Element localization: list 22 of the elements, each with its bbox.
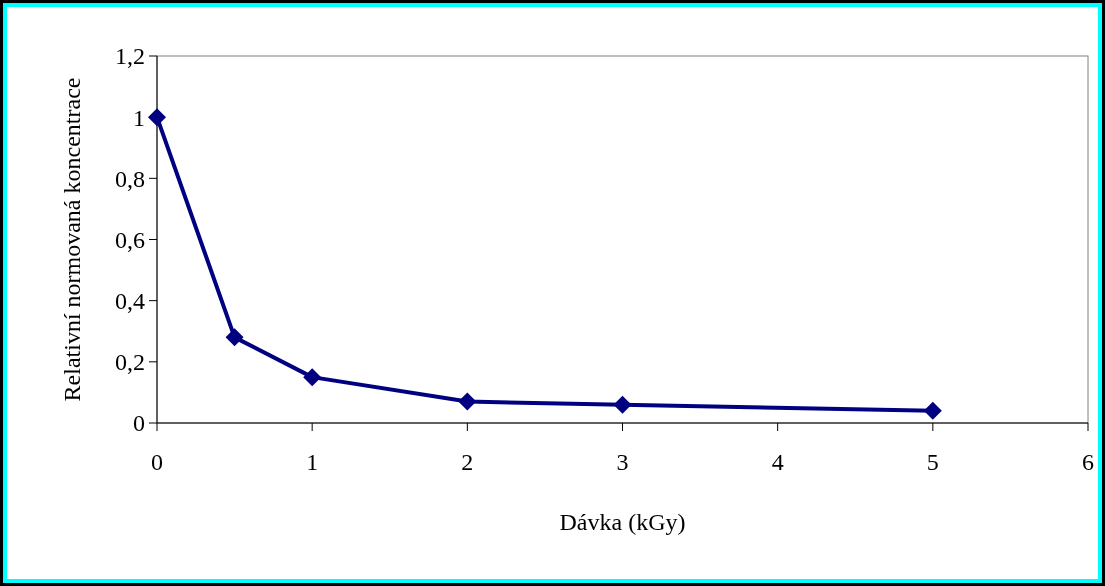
x-tick-label: 5	[926, 449, 939, 475]
point	[148, 108, 166, 127]
x-tick-label: 6	[1082, 449, 1094, 475]
x-tick-label: 0	[151, 449, 163, 475]
point	[225, 328, 244, 347]
y-tick-label: 0,2	[115, 349, 145, 376]
point	[458, 392, 477, 411]
x-axis-title: Dávka (kGy)	[559, 509, 686, 535]
x-tick-label: 2	[461, 449, 474, 475]
y-tick-label: 0,8	[115, 165, 145, 192]
y-tick-label: 1,2	[115, 43, 145, 70]
y-axis-title: Relativní normovaná koncentrace	[59, 77, 85, 402]
x-tick-label: 1	[306, 449, 319, 475]
point	[923, 401, 942, 420]
point	[303, 368, 322, 387]
point	[613, 395, 632, 414]
y-tick-label: 0,4	[115, 288, 145, 315]
y-tick-label: 0	[133, 410, 145, 437]
y-tick-label: 1	[133, 104, 145, 131]
y-tick-label: 0,6	[115, 226, 145, 253]
x-tick-label: 4	[771, 449, 784, 475]
x-tick-label: 3	[616, 449, 629, 475]
